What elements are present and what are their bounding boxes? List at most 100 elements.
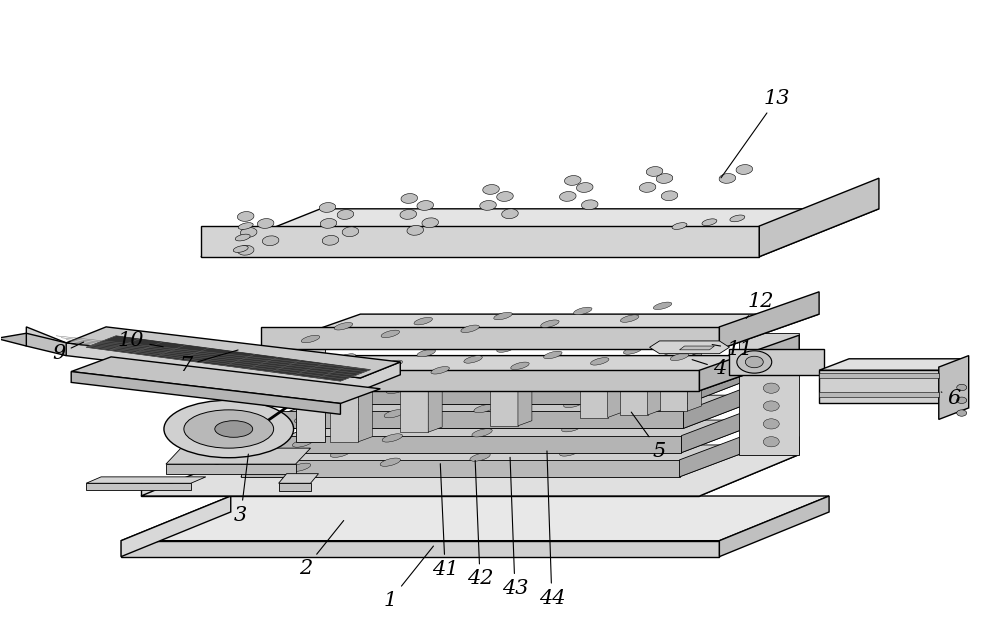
Polygon shape xyxy=(261,327,719,349)
Polygon shape xyxy=(660,352,701,357)
Ellipse shape xyxy=(384,410,404,418)
Polygon shape xyxy=(247,370,773,404)
Polygon shape xyxy=(819,370,939,403)
Ellipse shape xyxy=(541,320,559,328)
Ellipse shape xyxy=(301,335,320,343)
Ellipse shape xyxy=(646,167,663,176)
Polygon shape xyxy=(648,356,662,415)
Ellipse shape xyxy=(702,219,717,226)
Polygon shape xyxy=(296,340,325,442)
Text: 3: 3 xyxy=(234,454,248,524)
Polygon shape xyxy=(141,478,699,496)
Ellipse shape xyxy=(574,307,592,315)
Polygon shape xyxy=(261,314,819,349)
Ellipse shape xyxy=(483,185,499,194)
Ellipse shape xyxy=(334,322,353,330)
Ellipse shape xyxy=(431,367,449,374)
Polygon shape xyxy=(241,445,764,477)
Polygon shape xyxy=(166,464,296,474)
Ellipse shape xyxy=(763,347,779,358)
Ellipse shape xyxy=(420,444,440,453)
Text: 44: 44 xyxy=(539,451,565,608)
Ellipse shape xyxy=(238,222,253,229)
Text: 1: 1 xyxy=(384,546,433,610)
Ellipse shape xyxy=(763,437,779,447)
Polygon shape xyxy=(759,178,879,256)
Polygon shape xyxy=(650,341,729,354)
Ellipse shape xyxy=(215,420,253,437)
Polygon shape xyxy=(687,352,701,411)
Ellipse shape xyxy=(497,192,513,201)
Ellipse shape xyxy=(510,439,530,447)
Polygon shape xyxy=(620,361,648,415)
Ellipse shape xyxy=(703,342,722,350)
Ellipse shape xyxy=(576,183,593,192)
Ellipse shape xyxy=(290,463,311,471)
Polygon shape xyxy=(243,420,767,453)
Ellipse shape xyxy=(653,302,672,310)
Polygon shape xyxy=(358,383,372,442)
Text: 13: 13 xyxy=(721,89,790,178)
Ellipse shape xyxy=(262,236,279,246)
Text: 10: 10 xyxy=(118,331,163,351)
Ellipse shape xyxy=(512,415,532,423)
Polygon shape xyxy=(66,327,400,378)
Ellipse shape xyxy=(474,404,494,413)
Text: 5: 5 xyxy=(631,412,666,461)
Polygon shape xyxy=(939,356,969,419)
Ellipse shape xyxy=(240,228,257,237)
Ellipse shape xyxy=(514,390,534,399)
Ellipse shape xyxy=(497,345,515,353)
Ellipse shape xyxy=(237,212,254,221)
Ellipse shape xyxy=(957,410,967,416)
Polygon shape xyxy=(400,373,442,378)
Polygon shape xyxy=(683,378,770,428)
Polygon shape xyxy=(428,373,442,432)
Text: 43: 43 xyxy=(502,457,528,598)
Ellipse shape xyxy=(384,360,403,368)
Text: 7: 7 xyxy=(179,350,238,375)
Ellipse shape xyxy=(763,365,779,376)
Ellipse shape xyxy=(400,210,417,219)
Polygon shape xyxy=(71,357,380,403)
Polygon shape xyxy=(699,437,799,496)
Ellipse shape xyxy=(424,395,444,404)
Ellipse shape xyxy=(380,458,400,467)
Polygon shape xyxy=(680,346,714,350)
Ellipse shape xyxy=(294,415,315,423)
Polygon shape xyxy=(580,358,622,363)
Ellipse shape xyxy=(516,366,536,374)
Polygon shape xyxy=(580,363,608,417)
Polygon shape xyxy=(739,333,799,454)
Polygon shape xyxy=(719,292,819,349)
Ellipse shape xyxy=(461,325,479,333)
Ellipse shape xyxy=(730,215,745,222)
Polygon shape xyxy=(685,353,773,404)
Polygon shape xyxy=(819,392,939,397)
Polygon shape xyxy=(819,359,969,370)
Ellipse shape xyxy=(656,336,675,344)
Ellipse shape xyxy=(414,317,432,325)
Ellipse shape xyxy=(417,349,435,357)
Ellipse shape xyxy=(342,227,359,237)
Ellipse shape xyxy=(639,183,656,192)
Ellipse shape xyxy=(511,362,529,370)
Ellipse shape xyxy=(719,174,736,183)
Ellipse shape xyxy=(480,201,496,210)
Ellipse shape xyxy=(602,410,622,418)
Ellipse shape xyxy=(407,226,424,235)
Ellipse shape xyxy=(763,383,779,394)
Polygon shape xyxy=(166,448,311,464)
Text: 42: 42 xyxy=(467,460,493,588)
Polygon shape xyxy=(279,483,311,491)
Ellipse shape xyxy=(464,356,482,363)
Polygon shape xyxy=(400,378,428,432)
Ellipse shape xyxy=(623,347,642,354)
Polygon shape xyxy=(729,349,824,375)
Ellipse shape xyxy=(577,340,595,348)
Ellipse shape xyxy=(401,194,418,203)
Polygon shape xyxy=(680,428,764,477)
Ellipse shape xyxy=(957,397,967,403)
Polygon shape xyxy=(608,358,622,417)
Ellipse shape xyxy=(336,376,357,385)
